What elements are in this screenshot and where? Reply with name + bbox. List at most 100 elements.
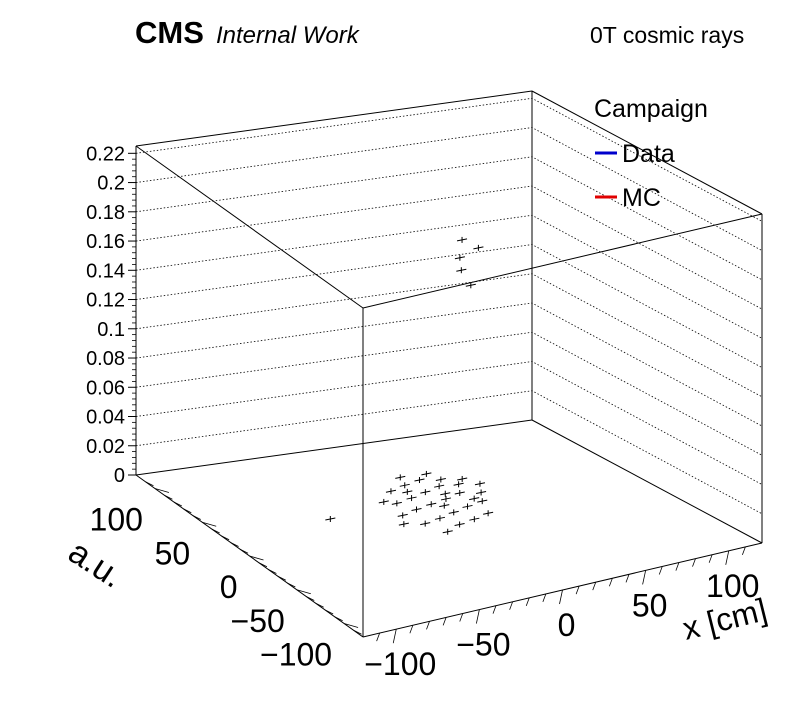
x-tick-label: 0 bbox=[558, 607, 576, 643]
data-point bbox=[378, 498, 389, 505]
data-point bbox=[454, 254, 465, 261]
z-tick-label: 0.02 bbox=[86, 436, 125, 458]
z-gridline bbox=[135, 244, 763, 368]
y-minor-tick bbox=[192, 515, 201, 520]
x-minor-tick bbox=[442, 617, 447, 626]
tick-labels: 0 0.02 0.04 0.06 0.08 0.1 0.12 0.14 0.16 0.18 0.2 0… bbox=[86, 143, 759, 682]
data-point bbox=[426, 501, 437, 508]
y-tick-label: −50 bbox=[231, 603, 285, 639]
box-frame bbox=[135, 90, 763, 638]
y-tick bbox=[249, 555, 264, 561]
z-tick-label: 0.04 bbox=[86, 407, 125, 429]
data-point bbox=[398, 521, 409, 528]
data-point bbox=[439, 502, 450, 509]
data-point bbox=[476, 489, 487, 496]
y-tick-label: 0 bbox=[220, 569, 238, 605]
x-minor-tick bbox=[692, 558, 696, 567]
z-tick-label: 0.22 bbox=[86, 143, 125, 165]
x-tick bbox=[392, 629, 397, 644]
box-edge bbox=[531, 419, 763, 544]
x-tick-label: 50 bbox=[632, 587, 668, 623]
x-minor-tick bbox=[525, 597, 530, 606]
data-points bbox=[325, 236, 494, 535]
x-minor-tick bbox=[658, 566, 663, 575]
y-minor-tick bbox=[353, 629, 362, 635]
data-point bbox=[483, 510, 494, 517]
x-minor-tick bbox=[409, 625, 414, 634]
y-tick-label: 50 bbox=[155, 535, 191, 571]
y-tick-label: 100 bbox=[90, 502, 143, 538]
x-minor-tick bbox=[609, 578, 613, 587]
data-point bbox=[477, 498, 488, 505]
y-minor-tick bbox=[183, 508, 192, 514]
x-tick bbox=[642, 570, 647, 585]
box-edge bbox=[362, 213, 763, 309]
y-minor-tick bbox=[239, 548, 249, 554]
data-point bbox=[411, 506, 422, 513]
y-tick bbox=[296, 589, 311, 595]
data-point bbox=[454, 490, 465, 496]
y-minor-tick bbox=[230, 542, 239, 547]
data-point bbox=[440, 495, 452, 502]
data-point bbox=[465, 282, 476, 289]
z-gridline bbox=[135, 302, 763, 427]
z-gridline bbox=[135, 185, 763, 310]
x-minor-tick bbox=[575, 585, 580, 595]
data-point bbox=[434, 515, 446, 522]
z-gridline bbox=[135, 273, 763, 398]
data-point bbox=[462, 503, 473, 510]
z-gridline bbox=[135, 390, 763, 515]
data-point bbox=[414, 477, 425, 484]
box-edge bbox=[531, 90, 763, 215]
z-tick-label: 0.2 bbox=[97, 173, 125, 195]
legend: Campaign Data MC bbox=[594, 95, 708, 212]
x-tick-label: −50 bbox=[456, 627, 510, 663]
x-minor-tick bbox=[376, 632, 380, 642]
data-point bbox=[448, 509, 459, 516]
data-point bbox=[421, 470, 432, 477]
run-condition-label: 0T cosmic rays bbox=[590, 22, 744, 48]
x-tick bbox=[725, 550, 730, 565]
data-point bbox=[385, 488, 397, 495]
x-tick bbox=[475, 609, 480, 624]
y-tick-label: −100 bbox=[260, 637, 332, 673]
z-gridline bbox=[135, 331, 763, 456]
data-point bbox=[397, 512, 408, 519]
data-point bbox=[420, 489, 431, 496]
x-tick-label: −100 bbox=[364, 646, 436, 682]
data-point bbox=[440, 490, 451, 497]
data-point bbox=[399, 482, 410, 489]
axis-ticks bbox=[128, 152, 746, 644]
z-gridline bbox=[135, 361, 763, 485]
y-minor-tick bbox=[334, 616, 343, 622]
x-tick bbox=[559, 589, 563, 605]
box-edge bbox=[135, 419, 533, 476]
y-tick bbox=[154, 488, 170, 493]
y-minor-tick bbox=[173, 501, 183, 507]
x-axis-title: x [cm] bbox=[679, 591, 771, 647]
y-minor-tick bbox=[164, 494, 173, 500]
data-point bbox=[442, 528, 453, 535]
x-minor-tick bbox=[492, 605, 497, 614]
y-minor-tick bbox=[315, 602, 324, 608]
x-minor-tick bbox=[509, 601, 513, 610]
data-point bbox=[456, 236, 468, 243]
box-edge bbox=[135, 90, 533, 147]
z-tick-label: 0.12 bbox=[86, 290, 125, 312]
y-tick bbox=[343, 623, 359, 628]
data-point bbox=[391, 500, 402, 507]
y-tick bbox=[202, 521, 217, 527]
z-axis-title: a.u. bbox=[62, 533, 130, 596]
data-point bbox=[406, 495, 417, 502]
data-point bbox=[402, 488, 413, 495]
y-minor-tick bbox=[145, 481, 154, 487]
y-minor-tick bbox=[268, 569, 277, 574]
z-tick-label: 0 bbox=[114, 465, 125, 487]
data-point bbox=[474, 480, 486, 487]
x-minor-tick bbox=[742, 546, 746, 556]
data-point bbox=[456, 267, 467, 274]
status-label: Internal Work bbox=[216, 22, 361, 49]
legend-mc-label: MC bbox=[622, 184, 661, 212]
data-point bbox=[453, 481, 464, 488]
x-tick-label: 100 bbox=[706, 568, 759, 604]
